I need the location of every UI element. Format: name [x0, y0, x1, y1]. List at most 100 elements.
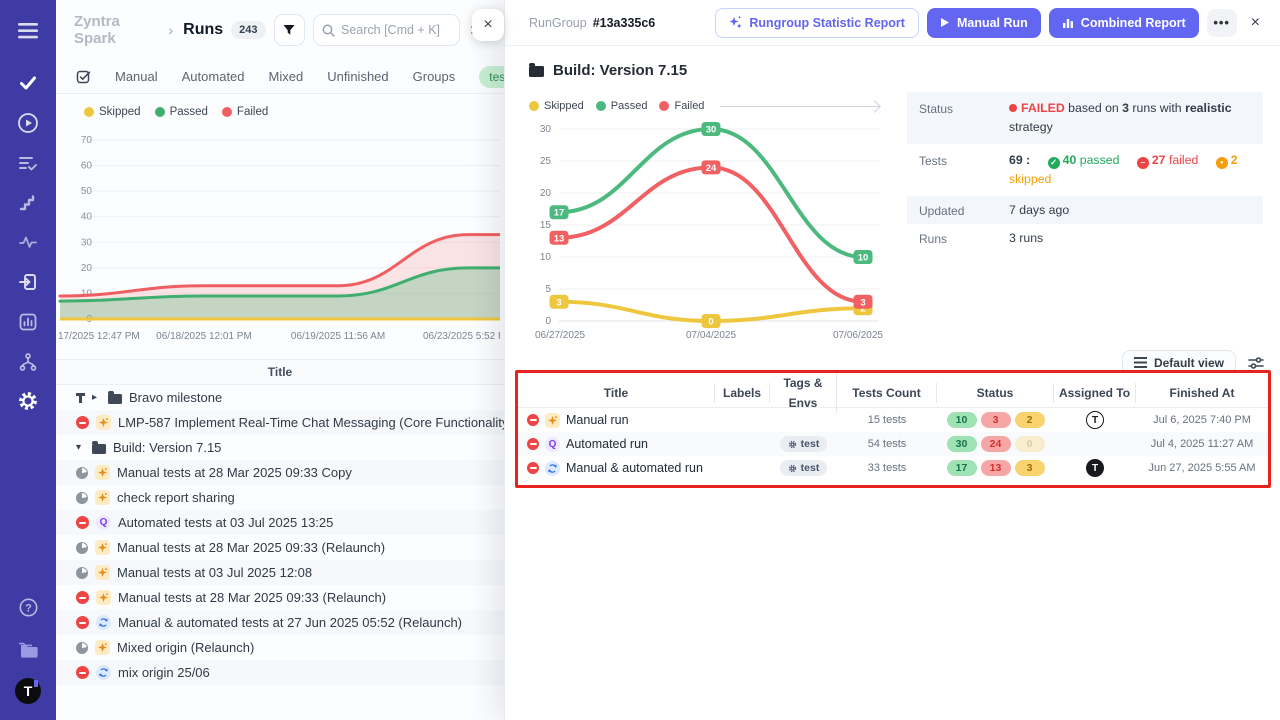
run-title: Manual tests at 28 Mar 2025 09:33 Copy [117, 465, 352, 480]
run-title: Manual tests at 28 Mar 2025 09:33 (Relau… [117, 540, 386, 555]
manual-run-button[interactable]: Manual Run [926, 7, 1041, 38]
search-input[interactable] [341, 23, 451, 37]
run-title: check report sharing [117, 490, 235, 505]
legend-item-skipped[interactable]: Skipped [84, 106, 141, 118]
run-list-item[interactable]: ▾ Build: Version 7.15 [56, 435, 504, 460]
info-row-tests: Tests 69 : ✓ 40 passed –27 failed • 2 skip… [907, 144, 1263, 196]
skipped-pill: 2 [1014, 412, 1045, 428]
breadcrumb-project[interactable]: Zyntra Spark [74, 13, 120, 47]
steps-icon[interactable] [11, 186, 45, 220]
column-header[interactable]: Labels [715, 383, 770, 403]
run-list-item[interactable]: mix origin 25/06 [56, 660, 504, 685]
svg-text:3: 3 [860, 297, 865, 308]
tag-chip[interactable]: test [779, 460, 828, 476]
svg-text:10: 10 [540, 252, 552, 263]
run-title-cell: Q Automated run [518, 436, 715, 452]
branch-icon[interactable] [11, 345, 45, 379]
run-list-item[interactable]: check report sharing [56, 485, 504, 510]
import-icon[interactable] [11, 265, 45, 299]
legend-item-failed[interactable]: Failed [659, 100, 704, 112]
tag-filter-pill[interactable]: test work [479, 65, 504, 88]
trend-chart-legend: Skipped Passed Failed [529, 100, 879, 112]
table-view-icon [1133, 357, 1147, 368]
svg-text:24: 24 [706, 163, 717, 174]
drawer-close-icon[interactable]: × [1250, 13, 1260, 31]
tab-unfinished[interactable]: Unfinished [327, 69, 389, 84]
rungroup-drawer: RunGroup #13a335c6 Rungroup Statistic Re… [504, 0, 1280, 720]
runs-play-icon[interactable] [11, 106, 45, 140]
legend-item-passed[interactable]: Passed [154, 106, 208, 118]
svg-text:10: 10 [858, 253, 869, 264]
column-header[interactable]: Tests Count [837, 383, 937, 403]
tag-chip[interactable]: test [779, 436, 828, 452]
table-settings-sliders-icon[interactable] [1248, 356, 1264, 370]
select-runs-icon[interactable] [76, 69, 91, 84]
rungroup-table-row[interactable]: Manual & automated run test 33 tests 17 13 3 T… [518, 456, 1268, 480]
svg-text:06/27/2025: 06/27/2025 [535, 330, 585, 341]
finished-at-cell: Jul 6, 2025 7:40 PM [1153, 414, 1251, 426]
tests-count-cell: 33 tests [867, 462, 907, 474]
chevron-down-icon[interactable]: ▾ [76, 442, 82, 453]
tab-mixed[interactable]: Mixed [268, 69, 304, 84]
rungroup-table-row[interactable]: Q Automated run test 54 tests 30 24 0 Jul 4, 20… [518, 432, 1268, 456]
tests-check-icon[interactable] [11, 66, 45, 100]
gear-icon [788, 464, 796, 472]
settings-gear-icon[interactable] [11, 384, 45, 418]
analytics-bar-chart-icon[interactable] [11, 305, 45, 339]
runs-table-annotated: Title Labels Tags & Envs Tests Count Status A… [515, 370, 1271, 488]
plans-list-check-icon[interactable] [11, 146, 45, 180]
menu-icon[interactable] [11, 14, 45, 48]
rungroup-info-panel: Status FAILED based on 3 runs with reali… [907, 92, 1263, 252]
run-list-item[interactable]: LMP-587 Implement Real-Time Chat Messagi… [56, 410, 504, 435]
run-list-item[interactable]: Manual tests at 28 Mar 2025 09:33 (Relau… [56, 585, 504, 610]
rungroup-table-row[interactable]: Manual run 15 tests 10 3 2 T Jul 6, 2025 7:40 … [518, 408, 1268, 432]
failed-status-icon [76, 616, 89, 629]
run-title: Build: Version 7.15 [113, 440, 222, 455]
run-list-item[interactable]: Manual tests at 03 Jul 2025 12:08 [56, 560, 504, 585]
combined-report-button[interactable]: Combined Report [1048, 7, 1199, 38]
projects-folders-icon[interactable] [11, 634, 45, 668]
run-list-item[interactable]: Manual tests at 28 Mar 2025 09:33 (Relau… [56, 535, 504, 560]
manual-run-icon [96, 415, 111, 430]
runs-history-area-chart: 01020304050607017/2025 12:47 PM06/18/202… [58, 135, 500, 342]
rungroup-id: #13a335c6 [592, 15, 656, 30]
finished-status-icon [76, 541, 88, 554]
run-list-item[interactable]: Manual tests at 28 Mar 2025 09:33 Copy [56, 460, 504, 485]
pulse-icon[interactable] [11, 225, 45, 259]
chevron-right-icon[interactable]: ▸ [92, 392, 98, 403]
finished-status-icon [76, 566, 88, 579]
column-header[interactable]: Finished At [1169, 386, 1235, 400]
help-icon[interactable]: ? [11, 590, 45, 624]
column-header[interactable]: Tags & Envs [770, 373, 837, 413]
run-list-item[interactable]: ▸ Bravo milestone [56, 385, 504, 410]
failed-pill: 3 [980, 412, 1011, 428]
profile-avatar[interactable]: T [15, 678, 41, 704]
drawer-edge-close-button[interactable]: × [472, 9, 504, 41]
rungroup-statistic-report-button[interactable]: Rungroup Statistic Report [715, 7, 919, 38]
column-header[interactable]: Assigned To [1054, 383, 1136, 403]
legend-item-failed[interactable]: Failed [221, 106, 268, 118]
tab-groups[interactable]: Groups [412, 69, 456, 84]
tab-automated[interactable]: Automated [181, 69, 245, 84]
run-list-item[interactable]: Mixed origin (Relaunch) [56, 635, 504, 660]
tests-count-cell: 54 tests [867, 438, 907, 450]
run-title: mix origin 25/06 [118, 665, 210, 680]
column-header[interactable]: Status [937, 383, 1054, 403]
legend-item-skipped[interactable]: Skipped [529, 100, 584, 112]
failed-status-icon [527, 462, 539, 474]
tests-value: 69 : ✓ 40 passed –27 failed • 2 skipped [1009, 153, 1238, 187]
main-sidebar: ? T [0, 0, 56, 720]
run-list-item[interactable]: Q Automated tests at 03 Jul 2025 13:25 [56, 510, 504, 535]
legend-item-passed[interactable]: Passed [595, 100, 647, 112]
tab-manual[interactable]: Manual [115, 69, 158, 84]
filter-funnel-button[interactable] [273, 14, 305, 46]
runs-count-badge: 243 [231, 21, 266, 39]
more-actions-button[interactable]: ••• [1206, 8, 1237, 37]
tags-cell: test [770, 460, 837, 476]
column-header[interactable]: Title [518, 383, 715, 403]
assigned-cell: T [1054, 411, 1136, 429]
run-list-item[interactable]: Manual & automated tests at 27 Jun 2025 … [56, 610, 504, 635]
runs-list: ▸ Bravo milestone LMP-587 Implement Real-T… [56, 385, 504, 685]
svg-text:20: 20 [540, 188, 552, 199]
failed-status-icon [76, 591, 89, 604]
